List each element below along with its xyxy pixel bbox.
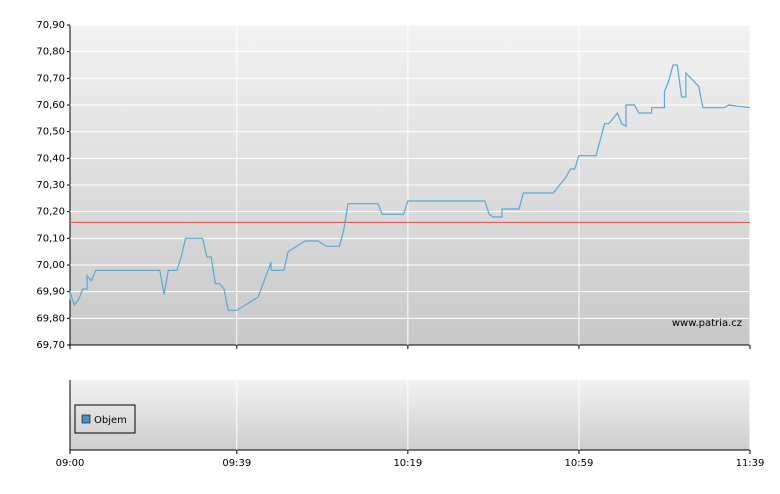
x-tick-label: 10:19 bbox=[393, 458, 422, 469]
y-tick-label: 70,50 bbox=[36, 127, 65, 138]
x-tick-label: 10:59 bbox=[565, 458, 594, 469]
y-tick-label: 69,90 bbox=[36, 287, 65, 298]
y-tick-label: 69,80 bbox=[36, 313, 65, 324]
y-tick-label: 70,00 bbox=[36, 260, 65, 271]
y-tick-label: 70,40 bbox=[36, 153, 65, 164]
y-tick-label: 70,10 bbox=[36, 233, 65, 244]
x-tick-label: 11:39 bbox=[736, 458, 765, 469]
x-tick-label: 09:39 bbox=[222, 458, 251, 469]
volume-area bbox=[70, 380, 750, 450]
y-tick-label: 70,60 bbox=[36, 100, 65, 111]
legend-box bbox=[74, 404, 136, 434]
legend-swatch bbox=[81, 414, 91, 424]
legend-label: Objem bbox=[94, 415, 127, 426]
x-tick-label: 09:00 bbox=[56, 458, 85, 469]
y-tick-label: 70,70 bbox=[36, 73, 65, 84]
y-tick-label: 70,30 bbox=[36, 180, 65, 191]
y-tick-label: 70,80 bbox=[36, 47, 65, 58]
price-line bbox=[69, 64, 751, 311]
y-tick-label: 70,20 bbox=[36, 207, 65, 218]
watermark: www.patria.cz bbox=[672, 318, 742, 329]
y-tick-label: 69,70 bbox=[36, 340, 65, 351]
y-tick-label: 70,90 bbox=[36, 20, 65, 31]
